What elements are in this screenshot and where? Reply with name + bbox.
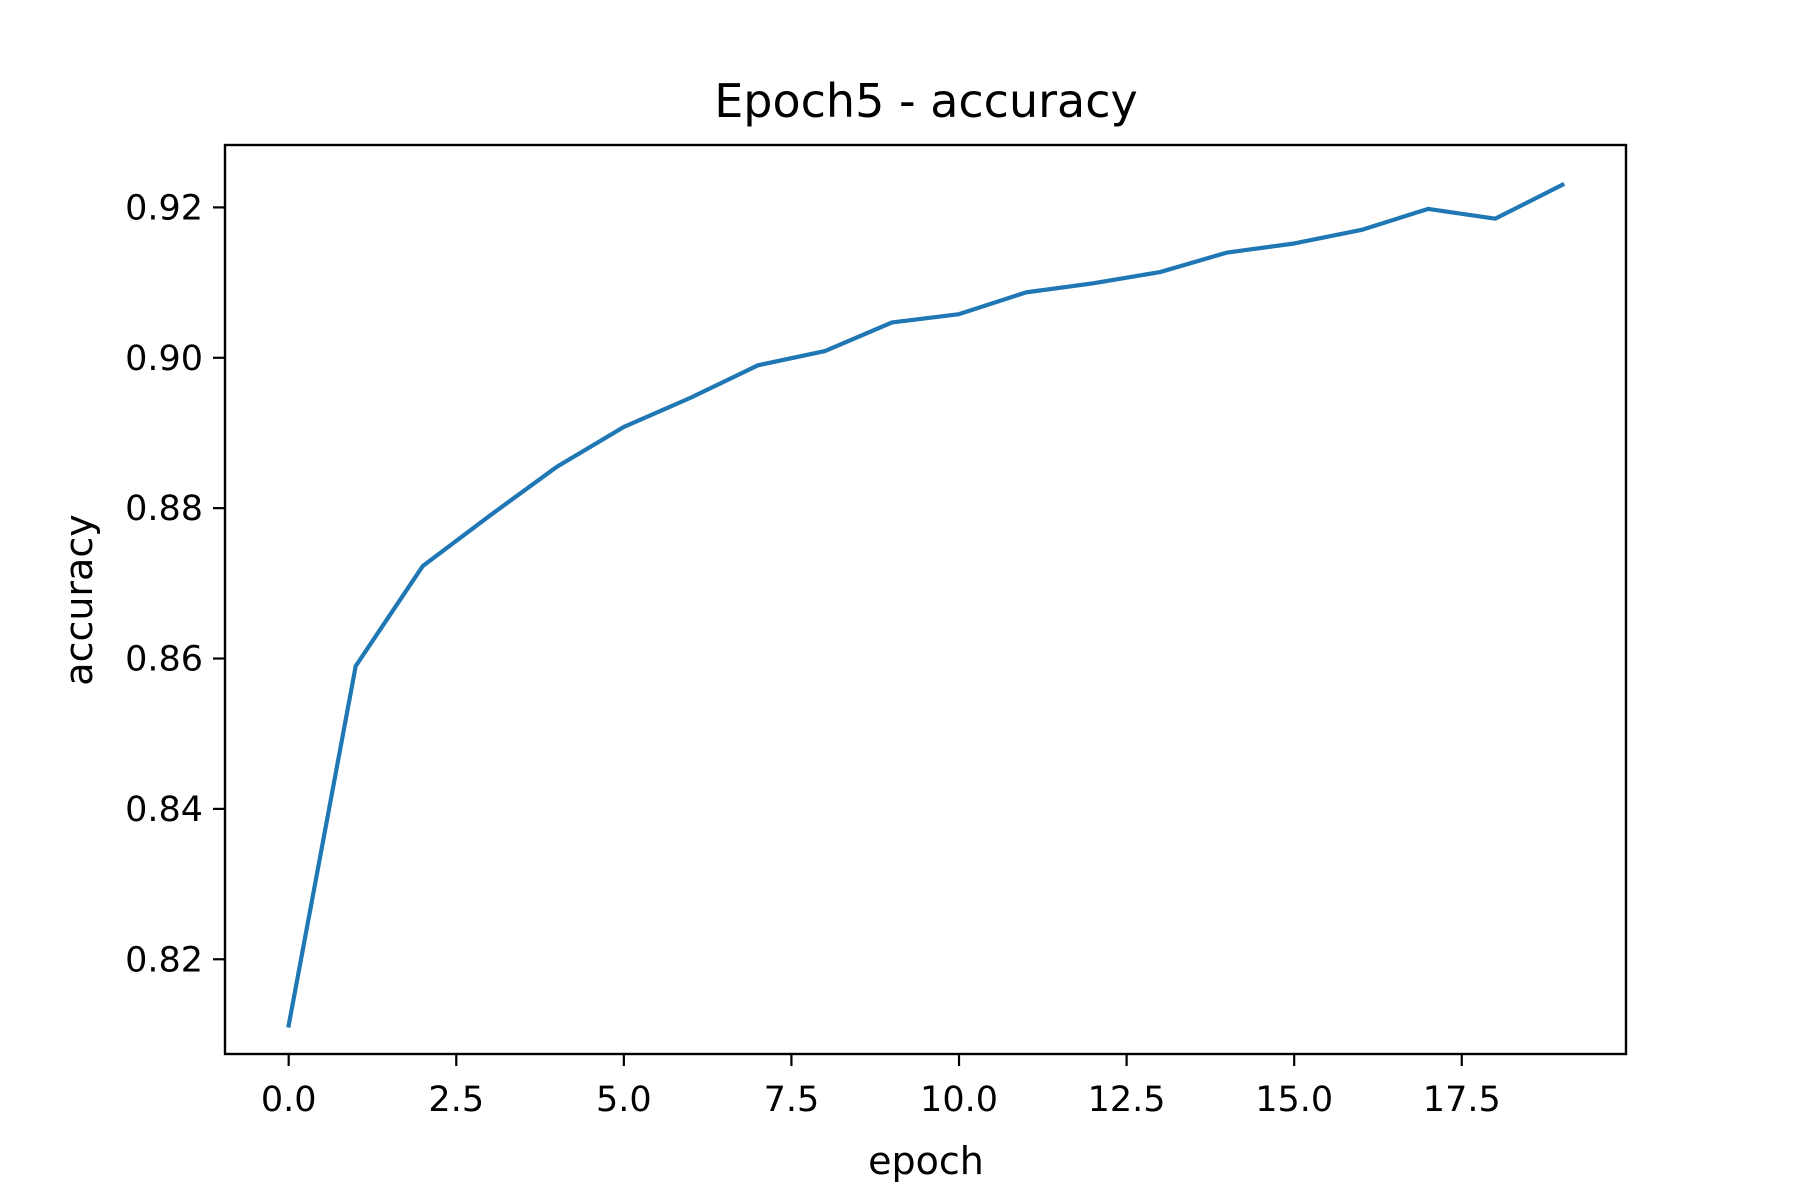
y-tick-label: 0.92 [125, 188, 203, 228]
x-tick-label: 10.0 [920, 1080, 998, 1120]
y-tick-label: 0.90 [125, 339, 203, 379]
y-axis: 0.82 0.84 0.86 0.88 0.90 0.92 [125, 188, 225, 980]
x-tick-label: 0.0 [261, 1080, 317, 1120]
x-axis: 0.0 2.5 5.0 7.5 10.0 12.5 15.0 17.5 [261, 1054, 1501, 1120]
series-line-0 [286, 182, 1566, 1028]
y-tick-label: 0.88 [125, 489, 203, 529]
x-tick-label: 2.5 [428, 1080, 484, 1120]
y-tick-label: 0.84 [125, 790, 203, 830]
plot-frame [223, 143, 1628, 1056]
x-tick-label: 5.0 [596, 1080, 652, 1120]
x-axis-label: epoch [868, 1139, 984, 1183]
x-tick-label: 17.5 [1423, 1080, 1501, 1120]
chart-title: Epoch5 - accuracy [714, 74, 1138, 128]
x-tick-label: 15.0 [1255, 1080, 1333, 1120]
plot-area [286, 182, 1566, 1028]
y-axis-label: accuracy [57, 514, 101, 685]
x-tick-label: 12.5 [1088, 1080, 1166, 1120]
y-tick-label: 0.86 [125, 640, 203, 680]
y-tick-label: 0.82 [125, 940, 203, 980]
x-tick-label: 7.5 [764, 1080, 820, 1120]
